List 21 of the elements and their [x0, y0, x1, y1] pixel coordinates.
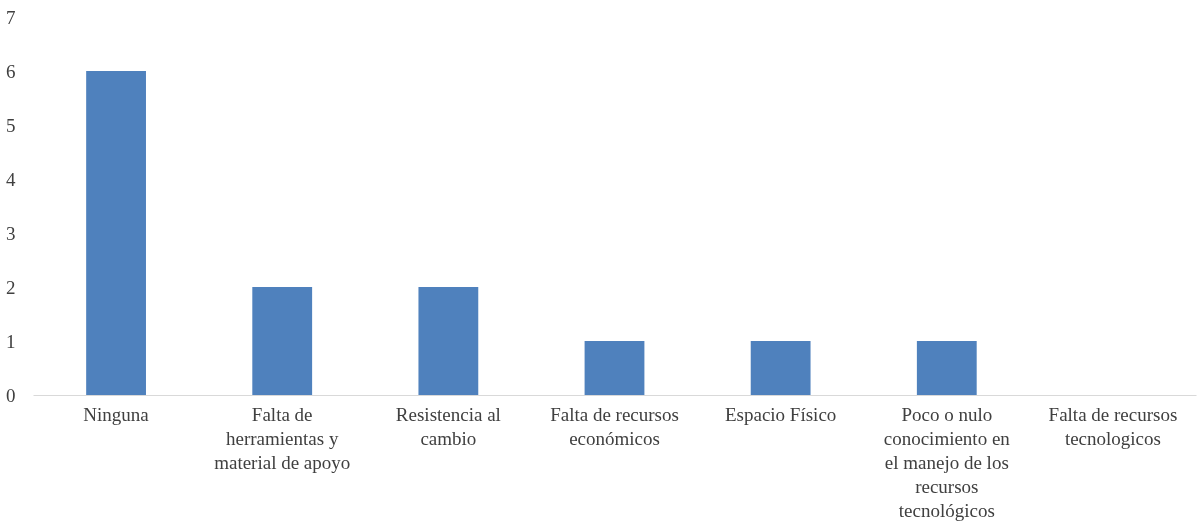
y-tick-label: 1	[6, 330, 16, 352]
x-tick-label: Falta de herramientas y material de apoyo	[214, 403, 351, 473]
x-tick-label: Falta de recursos tecnologicos	[1048, 403, 1178, 449]
y-tick-label: 7	[6, 6, 16, 28]
y-tick-label: 4	[6, 168, 16, 190]
bar	[252, 287, 313, 395]
y-tick-label: 5	[6, 114, 16, 136]
x-tick-label: Espacio Físico	[724, 403, 837, 425]
bar	[418, 287, 479, 395]
x-tick-label: Ninguna	[83, 403, 150, 425]
y-tick-label: 0	[6, 384, 16, 406]
y-tick-label: 6	[6, 60, 16, 82]
y-tick-label: 3	[6, 222, 16, 244]
x-tick-label: Poco o nulo conocimiento en el manejo de los recursos tecnológicos	[883, 403, 1011, 521]
bar	[750, 341, 811, 395]
x-tick-label: Resistencia al cambio	[395, 403, 501, 449]
x-tick-label: Falta de recursos económicos	[550, 403, 679, 449]
bar	[916, 341, 977, 395]
bar	[86, 71, 146, 395]
bar	[584, 341, 645, 395]
y-tick-label: 2	[6, 276, 16, 298]
